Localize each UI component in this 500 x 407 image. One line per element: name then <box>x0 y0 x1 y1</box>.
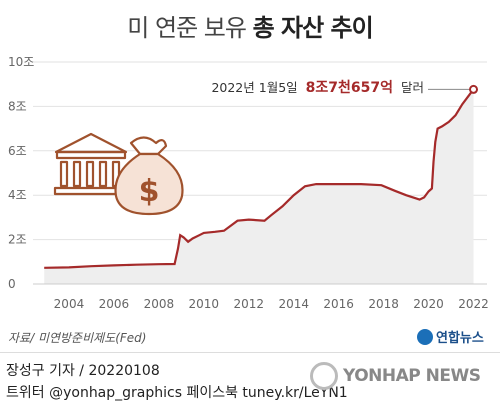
series-line <box>44 88 475 269</box>
chart-title: 미 연준 보유 총 자산 추이 <box>0 8 500 43</box>
source-note: 자료/ 미연방준비제도(Fed) <box>8 331 147 345</box>
x-tick-label: 2020 <box>413 297 444 311</box>
brand-name: 연합뉴스 <box>436 331 484 346</box>
x-tick-label: 2014 <box>278 297 309 311</box>
highlight-point <box>469 84 479 94</box>
brand-logo: 연합뉴스 <box>417 327 484 346</box>
chart-title-bold: 총 자산 추이 <box>252 14 374 42</box>
y-tick-label: 10조 <box>8 55 34 69</box>
chart-title-light: 미 연준 보유 <box>127 14 247 42</box>
yonhap-logo-icon <box>417 328 433 345</box>
credit-line-1: 장성구 기자 / 20220108 <box>6 363 160 379</box>
chart-area: 2004 2006 2008 2010 2012 2014 2016 2018 2020 2022… <box>8 55 489 311</box>
svg-text:$: $ <box>139 174 160 209</box>
annotation-suffix: 달러 <box>401 80 424 95</box>
y-tick-label: 8조 <box>8 99 27 113</box>
x-tick-label: 2022 <box>458 297 489 311</box>
money-bag-icon: $ <box>114 136 184 216</box>
credit-line-2: 트위터 @yonhap_graphics 페이스북 tuney.kr/LeYN1 <box>6 385 348 401</box>
x-axis-labels: 2004 2006 2008 2010 2012 2014 2016 2018 2020 2022 <box>54 297 489 311</box>
footer-divider <box>0 352 500 353</box>
x-tick-label: 2012 <box>233 297 264 311</box>
series-area <box>44 89 474 284</box>
annotation-prefix: 2022년 1월5일 <box>211 80 297 95</box>
y-tick-label: 4조 <box>8 188 27 202</box>
y-axis-labels: 0 2조 4조 6조 8조 10조 <box>8 55 34 291</box>
y-tick-label: 6조 <box>8 144 27 158</box>
y-tick-label: 0 <box>8 277 16 291</box>
x-tick-label: 2018 <box>368 297 399 311</box>
x-tick-label: 2010 <box>189 297 220 311</box>
watermark-logo-icon <box>310 362 338 390</box>
y-tick-label: 2조 <box>8 233 27 247</box>
annotation-value: 8조7천657억 <box>306 80 393 96</box>
watermark: YONHAP NEWS <box>310 362 481 390</box>
watermark-text: YONHAP NEWS <box>343 366 481 386</box>
x-tick-label: 2006 <box>99 297 130 311</box>
x-tick-label: 2008 <box>144 297 175 311</box>
annotation-label: 2022년 1월5일 8조7천657억 달러 <box>211 80 424 96</box>
x-tick-label: 2004 <box>54 297 85 311</box>
x-tick-label: 2016 <box>323 297 354 311</box>
